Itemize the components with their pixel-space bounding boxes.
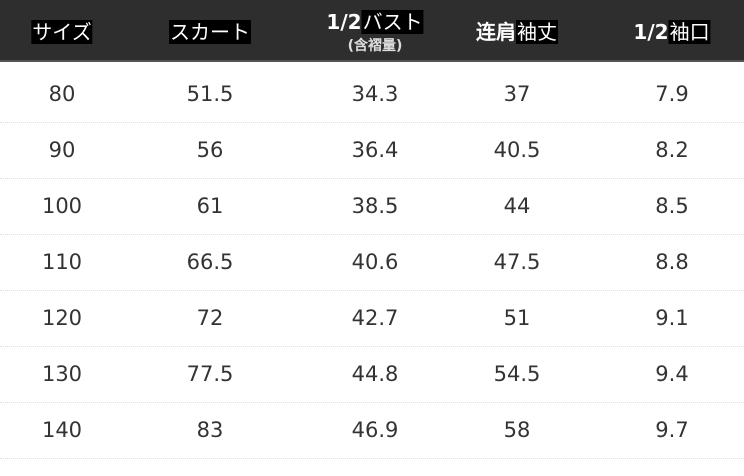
column-header: 连肩袖丈 bbox=[476, 0, 558, 60]
header-label: サイズ bbox=[31, 19, 93, 44]
table-cell: 37 bbox=[503, 82, 531, 106]
header-prefix: 1/2 bbox=[633, 19, 669, 44]
table-cell: 44.8 bbox=[351, 362, 399, 386]
column-header: サイズ bbox=[31, 0, 93, 60]
table-cell: 9.7 bbox=[655, 418, 689, 442]
table-cell: 66.5 bbox=[186, 250, 234, 274]
table-cell: 140 bbox=[41, 418, 83, 442]
table-cell: 42.7 bbox=[351, 306, 399, 330]
table-cell: 130 bbox=[41, 362, 83, 386]
table-cell: 72 bbox=[196, 306, 224, 330]
table-cell: 100 bbox=[41, 194, 83, 218]
table-cell: 90 bbox=[48, 138, 76, 162]
table-row: 130 77.5 44.8 54.5 9.4 bbox=[0, 346, 744, 403]
table-row: 80 51.5 34.3 37 7.9 bbox=[0, 66, 744, 123]
table-cell: 34.3 bbox=[351, 82, 399, 106]
table-cell: 51 bbox=[503, 306, 531, 330]
table-cell: 7.9 bbox=[655, 82, 689, 106]
table-cell: 46.9 bbox=[351, 418, 399, 442]
table-row: 140 83 46.9 58 9.7 bbox=[0, 402, 744, 459]
table-header: サイズ スカート 1/2バスト (含褶量) 连肩袖丈 1/2袖口 bbox=[0, 0, 744, 62]
table-cell: 8.2 bbox=[655, 138, 689, 162]
table-cell: 9.1 bbox=[655, 306, 689, 330]
column-header: 1/2バスト (含褶量) bbox=[326, 0, 424, 60]
table-cell: 36.4 bbox=[351, 138, 399, 162]
header-label: 袖丈 bbox=[516, 19, 558, 44]
header-sublabel: (含褶量) bbox=[347, 37, 403, 54]
table-cell: 83 bbox=[196, 418, 224, 442]
table-cell: 61 bbox=[196, 194, 224, 218]
table-row: 110 66.5 40.6 47.5 8.8 bbox=[0, 234, 744, 291]
table-cell: 9.4 bbox=[655, 362, 689, 386]
table-cell: 44 bbox=[503, 194, 531, 218]
table-row: 120 72 42.7 51 9.1 bbox=[0, 290, 744, 347]
table-cell: 77.5 bbox=[186, 362, 234, 386]
table-cell: 110 bbox=[41, 250, 83, 274]
header-prefix: 连肩 bbox=[476, 19, 516, 44]
table-row: 100 61 38.5 44 8.5 bbox=[0, 178, 744, 235]
header-label: バスト bbox=[361, 9, 424, 34]
table-row: 90 56 36.4 40.5 8.2 bbox=[0, 122, 744, 179]
table-cell: 54.5 bbox=[493, 362, 541, 386]
table-cell: 40.6 bbox=[351, 250, 399, 274]
column-header: スカート bbox=[169, 0, 251, 60]
header-label: 袖口 bbox=[668, 19, 711, 44]
table-cell: 80 bbox=[48, 82, 76, 106]
header-prefix: 1/2 bbox=[326, 9, 362, 34]
table-cell: 120 bbox=[41, 306, 83, 330]
column-header: 1/2袖口 bbox=[633, 0, 711, 60]
table-cell: 40.5 bbox=[493, 138, 541, 162]
table-cell: 38.5 bbox=[351, 194, 399, 218]
table-cell: 47.5 bbox=[493, 250, 541, 274]
table-cell: 8.8 bbox=[655, 250, 689, 274]
table-cell: 8.5 bbox=[655, 194, 689, 218]
table-cell: 51.5 bbox=[186, 82, 234, 106]
table-cell: 58 bbox=[503, 418, 531, 442]
header-label: スカート bbox=[169, 19, 251, 44]
table-cell: 56 bbox=[196, 138, 224, 162]
